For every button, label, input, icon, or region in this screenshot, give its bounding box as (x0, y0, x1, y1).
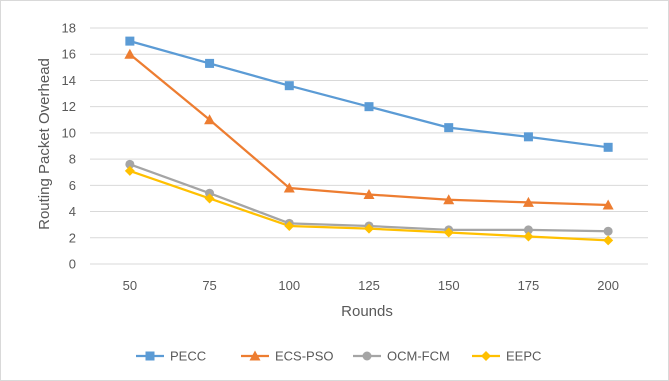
legend-swatch-marker (362, 351, 372, 361)
data-point-ecs-pso (443, 194, 455, 205)
legend: PECC ECS-PSO OCM-FCM EEPC (136, 349, 541, 364)
x-tick-label: 50 (123, 278, 137, 293)
y-tick-label: 10 (62, 125, 76, 140)
data-point-pecc (125, 36, 135, 46)
x-tick-label: 175 (518, 278, 540, 293)
y-tick-label: 12 (62, 99, 76, 114)
data-point-pecc (364, 102, 374, 112)
data-point-ecs-pso (522, 196, 534, 207)
legend-item-ocm-fcm: OCM-FCM (353, 349, 450, 364)
data-point-eepc (284, 220, 295, 231)
y-tick-label: 6 (69, 178, 76, 193)
data-point-ocm-fcm (523, 225, 533, 235)
y-tick-label: 8 (69, 152, 76, 167)
data-point-ecs-pso (283, 182, 295, 193)
series-line-ecs-pso (128, 53, 610, 207)
x-axis-tick-labels: 50 75 100 125 150 175 200 (123, 278, 619, 293)
data-point-pecc (205, 58, 215, 68)
series-lines (128, 39, 610, 242)
data-point-pecc (444, 123, 454, 133)
data-point-eepc (443, 227, 454, 238)
data-point-pecc (523, 132, 533, 142)
x-tick-label: 125 (358, 278, 380, 293)
data-point-ocm-fcm (205, 188, 215, 198)
data-point-ocm-fcm (125, 159, 135, 169)
legend-swatch-marker (481, 351, 491, 361)
y-axis-tick-labels: 0 2 4 6 8 10 12 14 16 18 (62, 21, 76, 272)
x-tick-label: 100 (278, 278, 300, 293)
y-tick-label: 4 (69, 204, 76, 219)
y-tick-label: 2 (69, 230, 76, 245)
y-tick-label: 14 (62, 73, 76, 88)
data-point-ecs-pso (363, 189, 375, 200)
y-tick-label: 0 (69, 257, 76, 272)
series-line-pecc (128, 39, 610, 149)
legend-label: ECS-PSO (275, 349, 334, 364)
data-point-ecs-pso (204, 114, 216, 125)
legend-swatch-marker (249, 350, 261, 361)
legend-item-pecc: PECC (136, 349, 206, 364)
series-markers (124, 36, 614, 246)
legend-item-eepc: EEPC (472, 349, 541, 364)
legend-label: PECC (170, 349, 206, 364)
data-point-eepc (364, 223, 374, 234)
y-axis-title: Routing Packet Overhead (36, 58, 53, 230)
x-tick-label: 200 (597, 278, 619, 293)
legend-swatch-marker (145, 351, 155, 361)
data-point-ocm-fcm (603, 226, 613, 236)
y-tick-label: 18 (62, 21, 76, 36)
legend-label: EEPC (506, 349, 541, 364)
data-point-ecs-pso (124, 48, 136, 59)
legend-label: OCM-FCM (387, 349, 450, 364)
data-point-eepc (124, 165, 135, 176)
y-tick-label: 16 (62, 47, 76, 62)
legend-item-ecs-pso: ECS-PSO (241, 349, 334, 364)
data-point-eepc (603, 235, 614, 246)
data-point-eepc (523, 231, 534, 242)
x-tick-label: 150 (438, 278, 460, 293)
x-axis-title: Rounds (341, 303, 393, 320)
data-point-ecs-pso (602, 199, 614, 210)
x-tick-label: 75 (202, 278, 216, 293)
data-point-eepc (204, 193, 215, 204)
gridlines (90, 27, 648, 265)
data-point-pecc (603, 142, 613, 152)
data-point-pecc (284, 81, 294, 91)
